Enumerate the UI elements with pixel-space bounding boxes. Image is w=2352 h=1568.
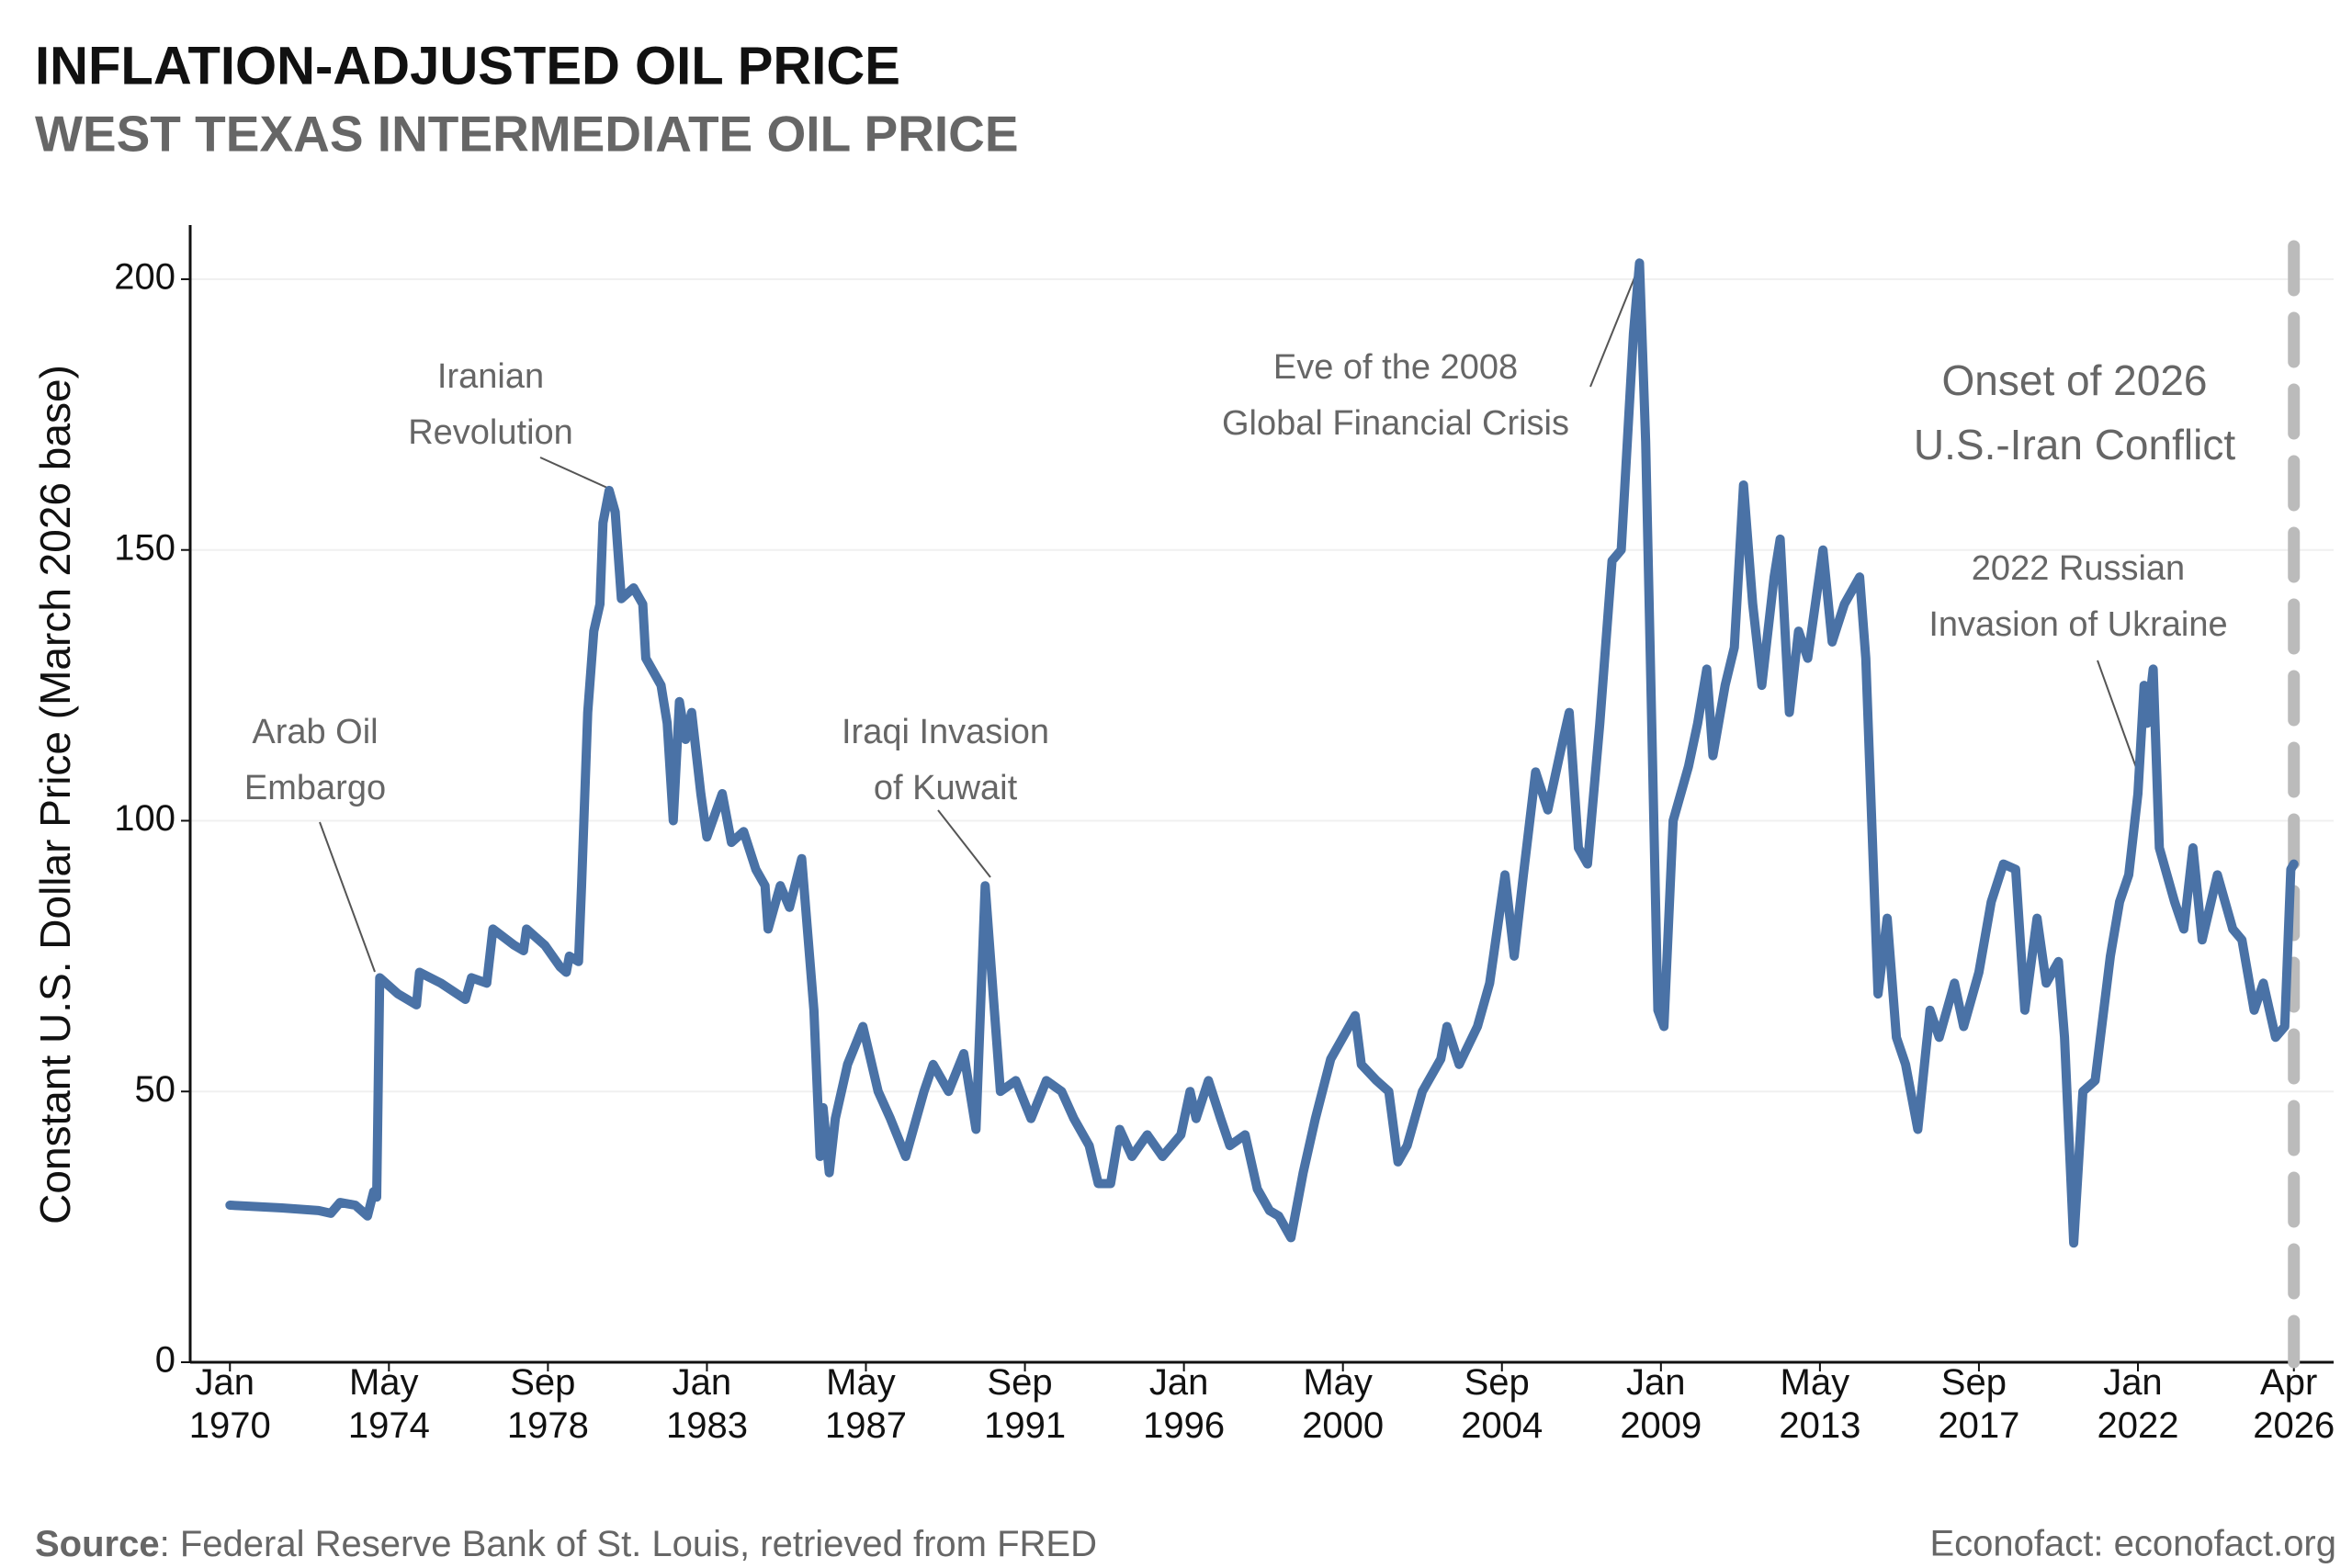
- x-tick-label: Jan 1983: [666, 1362, 748, 1446]
- annotation-label: Embargo: [244, 769, 386, 807]
- annotation-label: Arab Oil: [252, 713, 378, 751]
- chart-title: INFLATION-ADJUSTED OIL PRICE: [35, 36, 900, 96]
- x-tick-label: Sep 2004: [1461, 1362, 1543, 1446]
- annotation-leader: [937, 809, 991, 878]
- x-tick-label: Jan 2009: [1620, 1362, 1702, 1446]
- annotation-label: Iranian: [437, 357, 544, 396]
- annotation-label: Iraqi Invasion: [842, 713, 1049, 751]
- source-label: Source: [35, 1524, 160, 1564]
- y-tick-label: 150: [114, 527, 175, 568]
- annotation-label: Global Financial Crisis: [1222, 404, 1569, 443]
- x-tick-label: May 1974: [348, 1362, 430, 1446]
- x-tick-label: Apr 2026: [2253, 1362, 2335, 1446]
- x-tick-label: Sep 1978: [507, 1362, 589, 1446]
- x-tick-label: May 2013: [1779, 1362, 1860, 1446]
- x-tick-label: Jan 1996: [1143, 1362, 1225, 1446]
- credit: Econofact: econofact.org: [1930, 1524, 2337, 1564]
- y-tick-label: 100: [114, 798, 175, 839]
- y-axis-label: Constant U.S. Dollar Price (March 2026 b…: [31, 365, 79, 1224]
- annotation-leader: [539, 457, 608, 489]
- event-label: Onset of 2026: [1942, 356, 2208, 404]
- source-text: : Federal Reserve Bank of St. Louis, ret…: [160, 1524, 1097, 1564]
- annotation-label: Invasion of Ukraine: [1928, 605, 2227, 644]
- annotation-label: 2022 Russian: [1972, 549, 2185, 588]
- annotation-label: of Kuwait: [874, 769, 1018, 807]
- data-line: [225, 258, 2299, 1248]
- x-tick-label: May 1987: [825, 1362, 907, 1446]
- source-note: Source: Federal Reserve Bank of St. Loui…: [35, 1524, 1097, 1564]
- y-tick-label: 200: [114, 257, 175, 298]
- x-tick-label: Jan 1970: [189, 1362, 271, 1446]
- x-tick-label: Sep 2017: [1938, 1362, 2019, 1446]
- x-tick-label: May 2000: [1302, 1362, 1384, 1446]
- x-tick-label: Jan 2022: [2098, 1362, 2179, 1446]
- y-tick-label: 50: [135, 1069, 176, 1110]
- x-tick-label: Sep 1991: [984, 1362, 1066, 1446]
- annotation-leader: [319, 821, 376, 973]
- y-tick-label: 0: [155, 1340, 175, 1381]
- event-label: U.S.-Iran Conflict: [1914, 421, 2235, 468]
- annotation-leader: [2097, 660, 2139, 773]
- annotation-leader: [1589, 275, 1636, 388]
- chart-subtitle: WEST TEXAS INTERMEDIATE OIL PRICE: [35, 106, 1019, 163]
- annotation-label: Revolution: [408, 413, 573, 452]
- annotation-label: Eve of the 2008: [1273, 348, 1518, 387]
